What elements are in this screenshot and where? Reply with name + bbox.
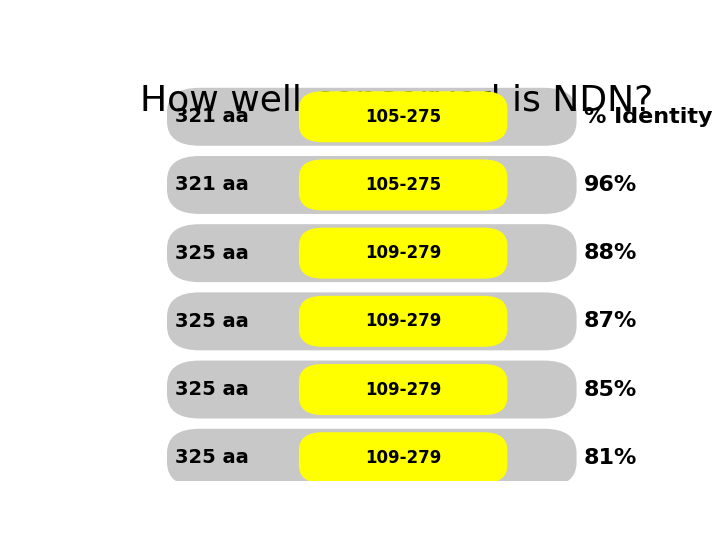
- FancyBboxPatch shape: [299, 159, 508, 211]
- FancyBboxPatch shape: [167, 156, 577, 214]
- Text: 109-279: 109-279: [365, 312, 441, 330]
- FancyBboxPatch shape: [299, 296, 508, 347]
- Text: 105-275: 105-275: [365, 108, 441, 126]
- FancyBboxPatch shape: [167, 224, 577, 282]
- Text: 81%: 81%: [584, 448, 637, 468]
- Text: 109-279: 109-279: [365, 449, 441, 467]
- FancyBboxPatch shape: [167, 429, 577, 487]
- FancyBboxPatch shape: [167, 361, 577, 418]
- Text: How well conserved is NDN?: How well conserved is NDN?: [140, 84, 654, 118]
- Text: 96%: 96%: [584, 175, 637, 195]
- Text: 109-279: 109-279: [365, 244, 441, 262]
- Text: 321 aa: 321 aa: [176, 176, 249, 194]
- FancyBboxPatch shape: [299, 432, 508, 483]
- Text: 88%: 88%: [584, 243, 637, 263]
- Text: 105-275: 105-275: [365, 176, 441, 194]
- FancyBboxPatch shape: [167, 292, 577, 350]
- FancyBboxPatch shape: [299, 228, 508, 279]
- FancyBboxPatch shape: [167, 88, 577, 146]
- Text: 325 aa: 325 aa: [176, 380, 249, 399]
- Text: % Identity: % Identity: [584, 107, 712, 127]
- Text: 325 aa: 325 aa: [176, 448, 249, 467]
- Text: 321 aa: 321 aa: [176, 107, 249, 126]
- Text: 87%: 87%: [584, 312, 637, 332]
- FancyBboxPatch shape: [299, 91, 508, 142]
- Text: 325 aa: 325 aa: [176, 244, 249, 262]
- FancyBboxPatch shape: [299, 364, 508, 415]
- Text: 325 aa: 325 aa: [176, 312, 249, 331]
- Text: 109-279: 109-279: [365, 381, 441, 399]
- Text: 85%: 85%: [584, 380, 637, 400]
